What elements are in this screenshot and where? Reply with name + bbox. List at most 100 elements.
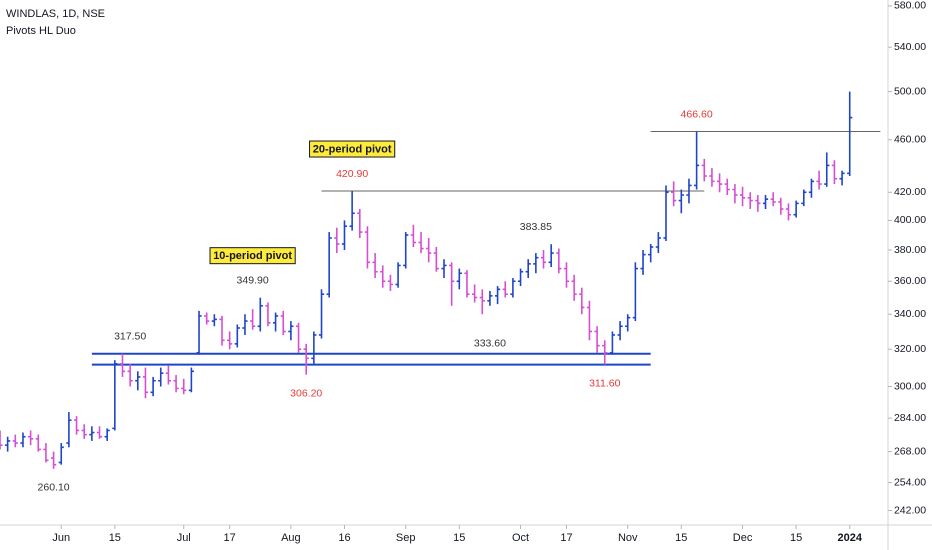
ohlc-bar [655, 232, 661, 254]
ohlc-bar [395, 262, 401, 288]
ohlc-bar [671, 181, 677, 207]
x-tick-label: 17 [224, 532, 236, 544]
callout-text: 10-period pivot [213, 250, 292, 262]
ohlc-bar [196, 310, 202, 355]
ohlc-bar [632, 262, 638, 322]
ohlc-bar [0, 430, 3, 450]
y-tick-label: 242.00 [894, 504, 926, 516]
ohlc-bar [250, 309, 256, 330]
ohlc-bar [648, 243, 654, 263]
ohlc-bar [510, 278, 516, 298]
ohlc-bar [211, 314, 217, 327]
ohlc-bar [272, 312, 279, 332]
ohlc-bar [158, 367, 164, 387]
x-tick-label: 15 [109, 532, 121, 544]
ohlc-bar [410, 224, 416, 248]
callout-box [209, 247, 296, 265]
ohlc-bar [517, 268, 524, 287]
ohlc-bar [20, 432, 26, 448]
pivot-label: 306.20 [290, 387, 322, 399]
callout-text: 20-period pivot [313, 143, 392, 155]
ohlc-bar [831, 160, 838, 185]
y-tick-label: 268.00 [894, 445, 926, 457]
ohlc-bar [663, 185, 669, 241]
pivot-label: 311.60 [589, 377, 620, 389]
ohlc-bar [303, 343, 309, 375]
ohlc-bar [793, 200, 799, 218]
pivot-label: 333.60 [474, 338, 506, 350]
ohlc-bar [801, 189, 807, 207]
ohlc-bar [227, 331, 233, 350]
ohlc-bar [617, 321, 623, 341]
ohlc-bar [119, 353, 126, 377]
ohlc-bar [686, 178, 692, 204]
y-tick-label: 460.00 [894, 134, 926, 146]
y-tick-label: 284.00 [894, 412, 926, 424]
y-tick-label: 300.00 [894, 380, 926, 392]
ohlc-bar [318, 289, 325, 339]
ohlc-bar [257, 297, 263, 332]
ohlc-bar [43, 443, 49, 463]
ohlc-bar [808, 178, 815, 198]
ohlc-bar [426, 238, 432, 263]
ohlc-bar [326, 232, 332, 298]
y-tick-label: 500.00 [894, 85, 926, 97]
ohlc-bar [625, 314, 631, 332]
ohlc-bar [594, 326, 600, 353]
ohlc-bar [456, 268, 462, 290]
ohlc-bar [265, 302, 271, 327]
ohlc-bar [387, 274, 394, 291]
y-tick-label: 420.00 [894, 186, 926, 198]
ohlc-bar [739, 186, 746, 207]
ohlc-bar [571, 274, 577, 301]
y-tick-label: 254.00 [894, 476, 926, 488]
x-tick-label: 2024 [837, 532, 862, 544]
callout: 20-period pivot [309, 140, 396, 158]
ohlc-bar [188, 367, 194, 393]
ohlc-bar [66, 412, 72, 448]
ohlc-bar [724, 178, 730, 196]
ohlc-bar [104, 428, 110, 441]
ohlc-bar [73, 416, 80, 435]
ohlc-bar [288, 321, 294, 341]
ohlc-bar [716, 173, 723, 193]
pivot-label: 349.90 [237, 274, 269, 286]
y-tick-label: 540.00 [894, 41, 926, 53]
ohlc-bar [709, 168, 715, 187]
ohlc-bar [403, 232, 409, 269]
ohlc-bar [487, 290, 493, 306]
ohlc-bar [219, 315, 225, 346]
ohlc-bar [173, 375, 179, 393]
ohlc-bar [295, 322, 302, 353]
x-tick-label: 15 [453, 532, 465, 544]
x-tick-label: 16 [338, 532, 350, 544]
ohlc-bar [349, 191, 355, 231]
ohlc-bar [372, 253, 378, 279]
ohlc-bar [181, 378, 187, 395]
y-tick-label: 400.00 [894, 214, 926, 226]
ohlc-bar [839, 170, 845, 186]
ohlc-bar [785, 203, 792, 221]
ohlc-bar [563, 262, 570, 288]
ohlc-bar [548, 244, 554, 267]
ohlc-bar [150, 376, 156, 397]
x-tick-label: Jul [177, 532, 191, 544]
ohlc-bar [89, 426, 95, 441]
ohlc-bar [533, 253, 539, 274]
y-tick-label: 580.00 [894, 0, 926, 12]
ohlc-bar [96, 426, 103, 439]
x-tick-label: Jun [52, 532, 70, 544]
ohlc-bar [433, 247, 439, 272]
callout: 10-period pivot [209, 247, 296, 265]
x-tick-label: Aug [281, 532, 301, 544]
callout-box [309, 140, 396, 158]
ohlc-bar [502, 281, 508, 298]
ohlc-bar [602, 340, 608, 365]
ohlc-bar [755, 195, 761, 212]
ohlc-bar [586, 300, 593, 341]
pivot-label: 383.85 [520, 221, 552, 233]
ohlc-bar [609, 331, 616, 355]
ohlc-bar [28, 430, 34, 446]
indicator-name: Pivots HL Duo [6, 25, 76, 37]
